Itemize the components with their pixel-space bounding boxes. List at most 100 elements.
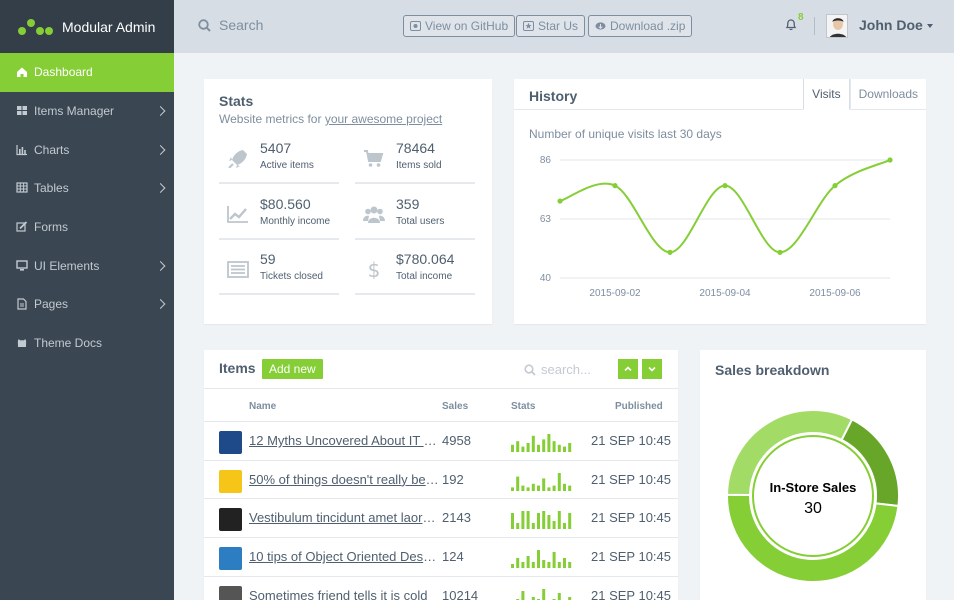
donut-center-value: 30 [804,500,822,517]
item-sales: 2143 [442,510,471,526]
data-point[interactable] [722,183,728,189]
spark-bar [531,562,535,569]
star-button[interactable]: Star Us [516,15,586,37]
sales-donut-chart [725,409,900,583]
sidebar-item-pages[interactable]: Pages [0,285,174,324]
column-name[interactable]: Name [249,401,277,412]
spark-bar [521,562,525,569]
spark-bar [547,515,551,530]
sidebar-item-label: Charts [34,142,70,157]
spark-bar [563,446,566,452]
item-sparkline [511,434,572,452]
item-name-link[interactable]: Vestibulum tincidunt amet laoreet mauris… [249,510,439,526]
items-search-input[interactable]: search... [541,362,591,377]
dollar-icon: $ [368,259,381,279]
sidebar-item-label: Forms [34,220,68,235]
stat-label: Tickets closed [260,271,323,282]
item-thumbnail [219,585,242,600]
spark-bar [542,511,546,530]
spark-bar [511,513,514,530]
search-icon [198,18,211,32]
add-new-button[interactable]: Add new [262,359,323,379]
donut-slice[interactable] [726,493,900,583]
column-sales[interactable]: Sales [442,401,469,412]
sidebar-item-tables[interactable]: Tables [0,169,174,208]
sidebar-item-charts[interactable]: Charts [0,130,174,169]
sidebar-item-theme-docs[interactable]: Theme Docs [0,324,174,363]
item-name-link[interactable]: 12 Myths Uncovered About IT & Software [249,433,439,448]
donut-slice[interactable] [725,409,854,497]
sidebar-item-dashboard[interactable]: Dashboard [0,53,174,92]
sort-down-button[interactable] [642,359,662,379]
table-row[interactable]: Sometimes friend tells it is cold 10214 21… [204,577,678,600]
search-input[interactable]: Search [219,17,264,33]
item-published: 21 SEP 10:45 [591,433,671,448]
spark-bar [568,485,572,491]
item-published: 21 SEP 10:45 [591,549,671,565]
table-icon [15,182,28,194]
item-thumbnail [219,469,242,493]
table-row[interactable]: 10 tips of Object Oriented Design 124 21 S… [204,538,678,577]
item-thumbnail [219,431,242,454]
brand[interactable]: Modular Admin [0,0,174,53]
data-point[interactable] [557,198,563,204]
stats-project-link[interactable]: your awesome project [324,112,443,126]
spark-bar [516,441,520,452]
table-row[interactable]: 12 Myths Uncovered About IT & Software49… [204,422,678,461]
y-tick-label: 63 [540,214,552,225]
tab-visits[interactable]: Visits [803,79,850,110]
spark-bar [542,439,546,452]
table-row[interactable]: 50% of things doesn't really belong to y… [204,461,678,500]
spark-bar [521,590,525,600]
user-name[interactable]: John Doe [859,17,923,33]
search-box[interactable]: Search [198,17,263,33]
chevron-up-icon [624,366,632,372]
rocket-icon [228,150,247,168]
sort-up-button[interactable] [618,359,638,379]
data-point[interactable] [777,249,783,255]
item-name-link[interactable]: 50% of things doesn't really belong to y… [249,471,439,487]
data-point[interactable] [612,183,618,189]
item-thumbnail [219,547,242,571]
tab-downloads[interactable]: Downloads [849,79,926,110]
user-menu-caret-icon[interactable] [927,24,933,28]
items-card: Items Add new search... Name Sales Stats… [204,350,678,600]
item-sales: 192 [442,471,464,487]
data-point[interactable] [887,157,893,163]
github-icon [410,21,421,31]
spark-bar [537,513,540,530]
github-button[interactable]: View on GitHub [403,15,516,37]
spark-bar [542,588,546,600]
file-icon [15,298,28,311]
stat-label: Active items [260,160,314,171]
spark-bar [557,562,561,569]
column-published[interactable]: Published [615,401,663,412]
download-button[interactable]: Download .zip [588,15,693,37]
sidebar-item-forms[interactable]: Forms [0,208,174,247]
stat-label: Total income [396,271,453,282]
avatar[interactable] [826,14,848,38]
spark-bar [547,434,551,452]
sidebar-item-ui-elements[interactable]: UI Elements [0,246,174,285]
y-tick-label: 86 [540,155,552,166]
column-stats[interactable]: Stats [511,401,536,412]
spark-bar [563,558,566,569]
stat-active-items: 5407 Active items [219,140,339,184]
sidebar-item-label: Tables [34,181,69,196]
list-icon [227,261,249,278]
item-sales: 10214 [442,587,479,600]
data-point[interactable] [832,183,838,189]
data-point[interactable] [667,249,673,255]
item-name-link[interactable]: 10 tips of Object Oriented Design [249,549,439,565]
star-button-label: Star Us [538,19,579,33]
item-name-link[interactable]: Sometimes friend tells it is cold [249,587,428,600]
chevron-right-icon [155,144,166,155]
bell-icon[interactable] [785,18,797,31]
items-search[interactable]: search... [524,362,591,377]
item-published: 21 SEP 10:45 [591,471,671,487]
stat-total-income: $ $780.064 Total income [355,251,475,295]
spark-bar [531,523,535,530]
stat-value: $780.064 [396,251,455,267]
table-row[interactable]: Vestibulum tincidunt amet laoreet mauris… [204,499,678,539]
sidebar-item-items-manager[interactable]: Items Manager [0,92,174,131]
